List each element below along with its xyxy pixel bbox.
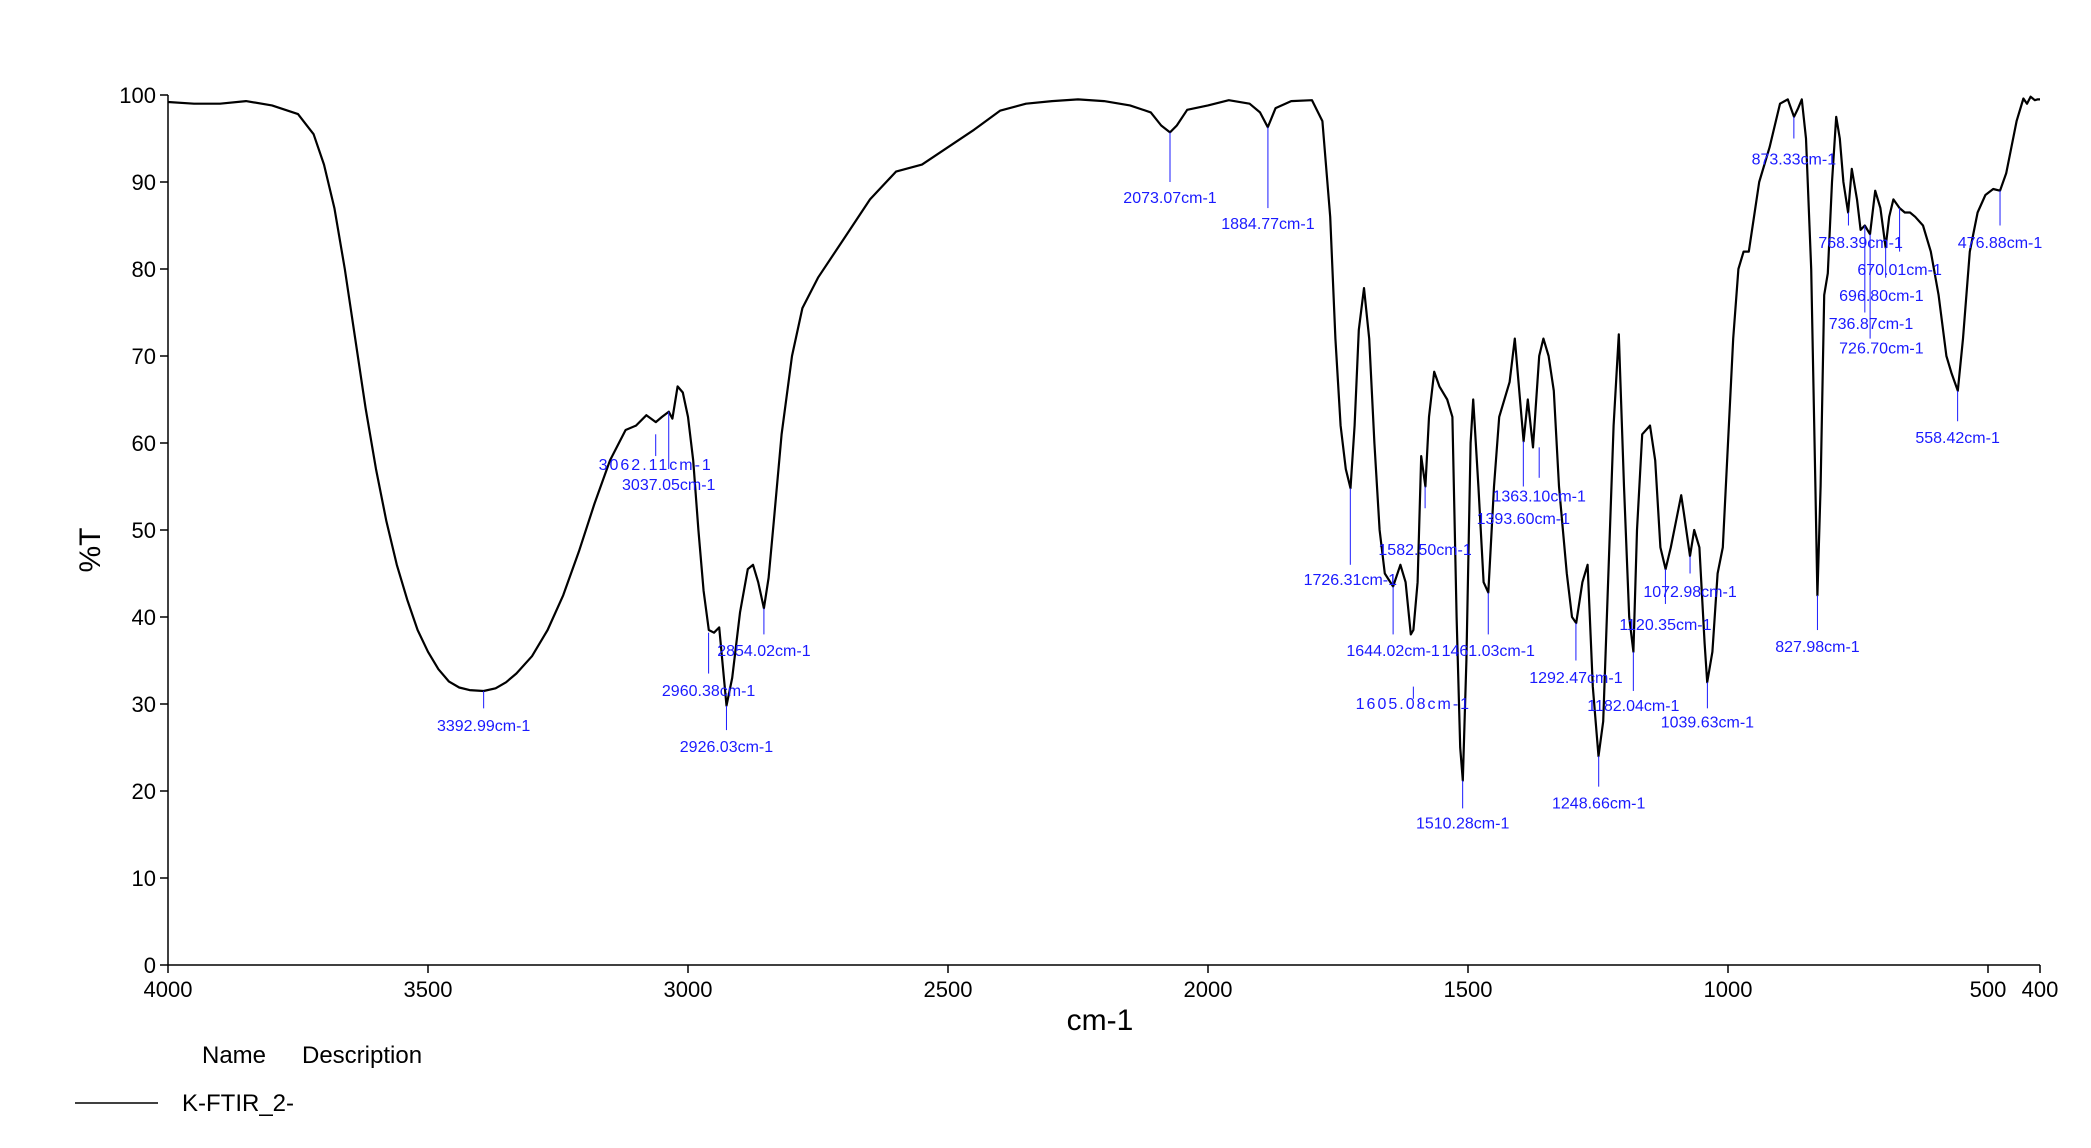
peak-label: 1461.03cm-1 — [1442, 643, 1535, 660]
y-axis-title: %T — [74, 528, 107, 573]
y-tick-label: 0 — [144, 953, 156, 978]
peak-label: 726.70cm-1 — [1839, 340, 1924, 357]
peak-label: 768.39cm-1 — [1818, 235, 1903, 252]
y-tick-label: 20 — [132, 779, 156, 804]
y-tick-label: 10 — [132, 866, 156, 891]
y-tick-label: 60 — [132, 431, 156, 456]
peak-annotation: 3392.99cm-1 — [437, 690, 530, 735]
peak-annotation: 2854.02cm-1 — [717, 608, 811, 660]
peak-annotation: 1605.08cm-1 — [1356, 686, 1471, 713]
peak-annotation: 670.01cm-1 — [1857, 208, 1942, 279]
peak-annotation: 1072.98cm-1 — [1643, 556, 1737, 601]
peak-label: 670.01cm-1 — [1857, 262, 1942, 279]
x-tick-label: 2500 — [924, 977, 973, 1002]
peak-label: 1605.08cm-1 — [1356, 696, 1471, 713]
legend-name-header: Name — [202, 1042, 266, 1069]
peak-annotation: 1120.35cm-1 — [1619, 569, 1712, 634]
peak-label: 1248.66cm-1 — [1552, 795, 1645, 812]
peak-label: 3062.11cm-1 — [599, 457, 713, 474]
peak-label: 736.87cm-1 — [1829, 316, 1914, 333]
peak-annotation: 2926.03cm-1 — [680, 705, 773, 756]
peak-annotations: 3392.99cm-1 3037.05cm-1 3062.11cm-1 2960.38… — [437, 116, 2043, 832]
x-tick-label: 500 — [1970, 977, 2007, 1002]
peak-label: 2926.03cm-1 — [680, 739, 773, 756]
y-tick-label: 30 — [132, 692, 156, 717]
peak-annotation: 1510.28cm-1 — [1416, 780, 1509, 832]
peak-annotation: 1182.04cm-1 — [1587, 651, 1680, 715]
peak-annotation: 1248.66cm-1 — [1552, 756, 1645, 812]
peak-label: 2073.07cm-1 — [1123, 190, 1216, 207]
peak-label: 2960.38cm-1 — [662, 683, 755, 700]
peak-annotation: 1461.03cm-1 — [1442, 592, 1535, 660]
peak-annotation: 3062.11cm-1 — [599, 434, 713, 474]
peak-annotation: 476.88cm-1 — [1958, 190, 2043, 252]
peak-annotation: 1393.60cm-1 — [1477, 441, 1570, 528]
peak-annotation: 696.80cm-1 — [1839, 247, 1924, 305]
y-tick-label: 90 — [132, 170, 156, 195]
peak-annotation: 1363.10cm-1 — [1492, 447, 1586, 505]
y-axis-ticks: 0 10 20 30 40 50 60 70 80 90 100 — [119, 83, 168, 978]
y-tick-label: 100 — [119, 83, 156, 108]
peak-label: 1363.10cm-1 — [1492, 488, 1585, 505]
x-tick-label: 2000 — [1184, 977, 1233, 1002]
legend-entry-label: K-FTIR_2- — [182, 1090, 294, 1117]
peak-label: 558.42cm-1 — [1915, 430, 2000, 447]
legend: Name Description K-FTIR_2- — [75, 1042, 422, 1117]
peak-annotation: 2073.07cm-1 — [1123, 132, 1217, 207]
peak-label: 827.98cm-1 — [1775, 639, 1860, 656]
y-tick-label: 50 — [132, 518, 156, 543]
peak-annotation: 736.87cm-1 — [1829, 225, 1914, 333]
peak-annotation: 1726.31cm-1 — [1304, 488, 1397, 589]
peak-annotation: 726.70cm-1 — [1839, 234, 1924, 357]
peak-annotation: 1644.02cm-1 — [1346, 586, 1440, 660]
y-tick-label: 70 — [132, 344, 156, 369]
peak-label: 476.88cm-1 — [1958, 235, 2043, 252]
x-axis-ticks: 4000 3500 3000 2500 2000 1500 1000 500 400 — [144, 965, 2059, 1002]
peak-annotation: 873.33cm-1 — [1752, 116, 1837, 169]
x-tick-label: 3500 — [404, 977, 453, 1002]
x-tick-label: 1500 — [1444, 977, 1493, 1002]
peak-label: 1393.60cm-1 — [1477, 511, 1570, 528]
peak-annotation: 1582.50cm-1 — [1378, 486, 1472, 559]
peak-annotation: 3037.05cm-1 — [622, 411, 716, 494]
peak-annotation: 1039.63cm-1 — [1661, 682, 1754, 731]
peak-label: 1510.28cm-1 — [1416, 815, 1509, 832]
peak-label: 1644.02cm-1 — [1346, 643, 1439, 660]
peak-label: 1292.47cm-1 — [1529, 670, 1622, 687]
peak-label: 1884.77cm-1 — [1221, 216, 1314, 233]
series-layer — [167, 95, 2040, 782]
peak-label: 1726.31cm-1 — [1304, 572, 1397, 589]
axes — [167, 95, 2040, 966]
peak-annotation: 768.39cm-1 — [1818, 212, 1903, 252]
peak-annotation: 827.98cm-1 — [1775, 595, 1860, 656]
peak-label: 1120.35cm-1 — [1619, 617, 1711, 634]
peak-label: 1039.63cm-1 — [1661, 714, 1754, 731]
x-tick-label: 1000 — [1704, 977, 1753, 1002]
peak-label: 3392.99cm-1 — [437, 718, 530, 735]
peak-label: 1182.04cm-1 — [1587, 698, 1679, 715]
x-axis-title: cm-1 — [1067, 1004, 1134, 1037]
x-tick-label: 4000 — [144, 977, 193, 1002]
peak-label: 696.80cm-1 — [1839, 288, 1924, 305]
peak-annotation: 1292.47cm-1 — [1529, 623, 1623, 687]
y-tick-label: 80 — [132, 257, 156, 282]
x-tick-label: 3000 — [664, 977, 713, 1002]
peak-label: 1582.50cm-1 — [1378, 542, 1471, 559]
peak-label: 873.33cm-1 — [1752, 152, 1837, 169]
peak-label: 1072.98cm-1 — [1643, 584, 1736, 601]
peak-annotation: 2960.38cm-1 — [662, 632, 755, 700]
x-tick-label: 400 — [2022, 977, 2059, 1002]
peak-label: 3037.05cm-1 — [622, 477, 715, 494]
peak-label: 2854.02cm-1 — [717, 643, 810, 660]
spectrum-line — [167, 95, 2040, 782]
peak-annotation: 1884.77cm-1 — [1221, 127, 1315, 233]
legend-description-header: Description — [302, 1042, 422, 1069]
peak-annotation: 558.42cm-1 — [1915, 390, 2000, 447]
y-tick-label: 40 — [132, 605, 156, 630]
